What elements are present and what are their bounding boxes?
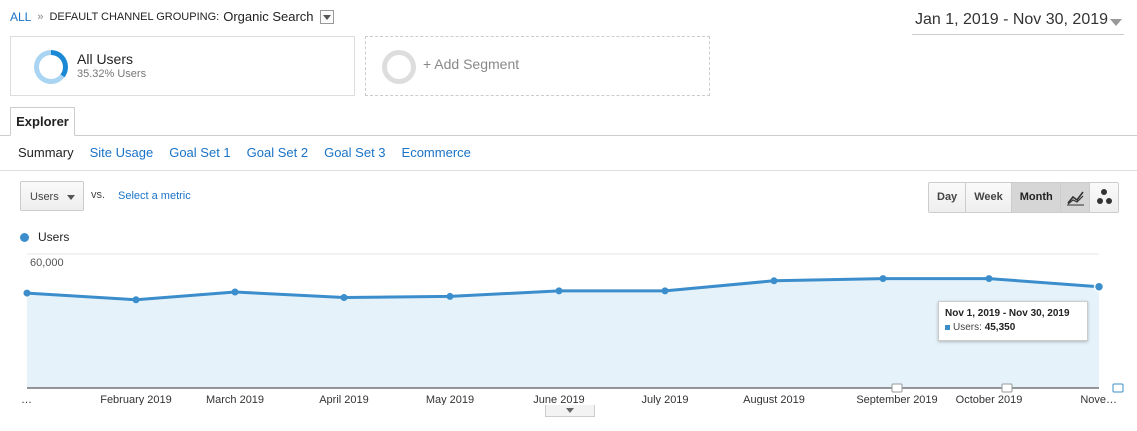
data-point (661, 287, 669, 295)
tooltip-swatch-icon (945, 324, 950, 330)
segment-donut-icon (34, 50, 68, 84)
x-tick-label: June 2019 (533, 394, 584, 405)
x-tick-label: October 2019 (956, 394, 1023, 405)
data-point (132, 296, 140, 304)
tooltip-value: 45,350 (984, 322, 1016, 333)
annotation-marker-icon (1112, 383, 1124, 393)
line-chart-button[interactable] (1061, 183, 1090, 212)
series-area (27, 278, 1099, 388)
breadcrumb-dimension: DEFAULT CHANNEL GROUPING: (49, 10, 220, 23)
date-range-picker[interactable]: Jan 1, 2019 - Nov 30, 2019 (912, 10, 1124, 35)
x-tick-label: Nove… (1080, 394, 1117, 405)
breadcrumb-separator: » (37, 10, 44, 23)
segment-all-users[interactable]: All Users 35.32% Users (10, 36, 355, 96)
chevron-down-icon (1110, 19, 1122, 26)
data-point (446, 292, 454, 300)
data-point (231, 288, 239, 296)
chevron-down-icon[interactable] (319, 9, 334, 24)
period-toggle: Day Week Month (928, 182, 1062, 213)
week-button[interactable]: Week (966, 183, 1012, 212)
day-button[interactable]: Day (929, 183, 967, 212)
y-tick-label: 60,000 (30, 257, 64, 269)
segment-percent: 35.32% Users (77, 68, 147, 80)
bubble-chart-icon (1097, 189, 1112, 204)
month-button[interactable]: Month (1011, 183, 1061, 212)
subtab-ecommerce[interactable]: Ecommerce (401, 145, 471, 160)
chart-type-toggle (1060, 182, 1119, 213)
data-point (23, 289, 31, 297)
vs-label: vs. (91, 189, 106, 201)
segment-name: All Users (77, 51, 134, 67)
chart-legend: Users (20, 230, 69, 244)
add-segment-button[interactable]: + Add Segment (365, 36, 710, 96)
subtab-goal-set-3[interactable]: Goal Set 3 (324, 145, 386, 160)
tab-divider (0, 135, 1137, 136)
subtab-divider (0, 170, 1137, 171)
metric-select[interactable]: Users (20, 181, 84, 211)
data-point (555, 287, 563, 295)
tooltip-value-row: Users: 45,350 (945, 322, 1081, 333)
x-tick-label: May 2019 (426, 394, 474, 405)
data-point (1093, 281, 1105, 292)
legend-dot-icon (20, 232, 29, 242)
line-chart-icon (1067, 191, 1084, 206)
subtab-goal-set-1[interactable]: Goal Set 1 (169, 145, 231, 160)
x-tick-label: September 2019 (856, 394, 937, 405)
tooltip-range: Nov 1, 2019 - Nov 30, 2019 (945, 308, 1070, 319)
subtab-goal-set-2[interactable]: Goal Set 2 (246, 145, 309, 160)
x-tick-label: April 2019 (319, 394, 369, 405)
chevron-down-icon (67, 195, 75, 200)
add-segment-label: + Add Segment (423, 56, 520, 72)
select-metric-link[interactable]: Select a metric (118, 190, 191, 202)
x-tick-label: August 2019 (743, 394, 805, 405)
subtab-summary[interactable]: Summary (18, 145, 74, 160)
breadcrumb-all-link[interactable]: ALL (10, 9, 32, 24)
metric-select-value: Users (30, 191, 59, 203)
date-range-text: Jan 1, 2019 - Nov 30, 2019 (915, 11, 1109, 28)
chart-expand-handle[interactable] (545, 405, 595, 417)
x-tick-label: … (21, 394, 32, 405)
annotation-marker-icon (891, 383, 903, 393)
chart-tooltip: Nov 1, 2019 - Nov 30, 2019 Users: 45,350 (938, 301, 1088, 341)
breadcrumb-value: Organic Search (223, 9, 314, 24)
subtab-site-usage[interactable]: Site Usage (89, 145, 154, 160)
x-tick-label: July 2019 (641, 394, 688, 405)
explorer-subtabs: Summary Site Usage Goal Set 1 Goal Set 2… (18, 145, 487, 160)
breadcrumb: ALL » DEFAULT CHANNEL GROUPING: Organic … (10, 9, 334, 24)
legend-series-label: Users (38, 230, 70, 244)
tab-explorer[interactable]: Explorer (10, 107, 75, 136)
annotation-marker-icon (1001, 383, 1013, 393)
x-tick-label: March 2019 (206, 394, 264, 405)
empty-segment-icon (382, 50, 416, 84)
x-tick-label: February 2019 (100, 394, 172, 405)
data-point (985, 275, 993, 283)
data-point (340, 294, 348, 302)
tooltip-label: Users: (953, 322, 982, 333)
data-point (770, 277, 778, 285)
motion-chart-button[interactable] (1090, 183, 1118, 212)
data-point (879, 275, 887, 283)
